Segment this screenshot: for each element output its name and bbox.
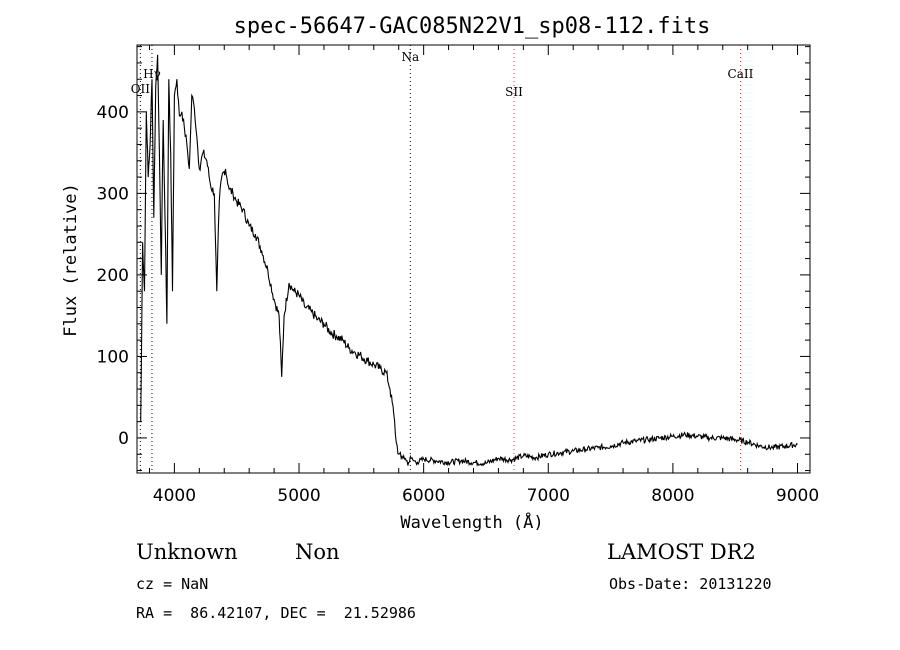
spectral-line-label: SII	[505, 85, 523, 99]
spectral-line-label: Na	[401, 50, 419, 64]
x-tick-label: 9000	[776, 486, 819, 506]
y-axis-label: Flux (relative)	[61, 183, 81, 337]
plot-frame	[136, 44, 811, 474]
spectrum-line	[140, 54, 798, 467]
x-tick-label: 5000	[277, 486, 320, 506]
x-tick-label: 7000	[527, 486, 570, 506]
y-tick-label: 300	[97, 184, 129, 204]
spectral-line-label: CaII	[728, 67, 754, 81]
survey-label: LAMOST DR2	[607, 540, 756, 564]
coordinates: RA = 86.42107, DEC = 21.52986	[136, 604, 416, 622]
y-tick-label: 200	[97, 266, 129, 286]
obs-date: Obs-Date: 20131220	[609, 575, 772, 593]
cz-value: cz = NaN	[136, 575, 209, 593]
x-axis-label: Wavelength (Å)	[400, 511, 543, 533]
y-tick-label: 400	[97, 103, 129, 123]
x-tick-label: 6000	[402, 486, 445, 506]
x-tick-label: 8000	[651, 486, 694, 506]
subclass-label: Non	[295, 540, 340, 564]
spectral-line-label: OII	[131, 82, 151, 96]
x-tick-label: 4000	[153, 486, 196, 506]
class-label: Unknown	[136, 540, 238, 564]
y-tick-label: 100	[97, 347, 129, 367]
chart-title: spec-56647-GAC085N22V1_sp08-112.fits	[234, 14, 711, 39]
y-tick-label: 0	[118, 429, 129, 449]
